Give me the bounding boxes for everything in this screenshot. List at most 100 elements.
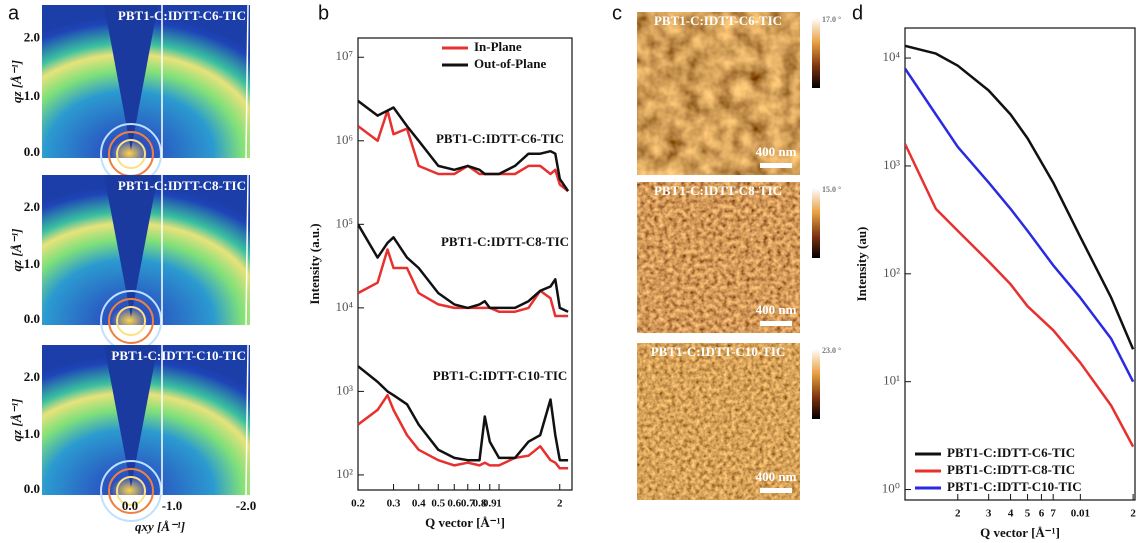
ring — [116, 139, 146, 169]
x-axis-label: qxy [Å⁻¹] — [135, 519, 185, 534]
x-axis-label: Q vector [Å⁻¹] — [425, 515, 505, 530]
y-axis-label: qz [Å⁻¹] — [9, 60, 24, 103]
x-tick-label: 3 — [986, 508, 992, 520]
x-tick-label: 0.5 — [431, 498, 445, 510]
detector-gap — [245, 174, 249, 326]
missing-wedge — [104, 175, 158, 317]
series-line — [905, 143, 1135, 448]
x-tick-label: 0.3 — [387, 498, 401, 510]
y-tick-label: 1.0 — [24, 256, 40, 271]
x-tick-label: 7 — [1050, 508, 1056, 520]
missing-wedge — [104, 5, 158, 150]
y-tick-label: 0.0 — [24, 481, 40, 496]
x-tick-label: 0.01 — [1071, 508, 1090, 520]
y-tick-label: 0.0 — [24, 144, 40, 159]
x-tick-label: 0.9 — [483, 498, 497, 510]
y-axis-label: qz [Å⁻¹] — [9, 399, 24, 442]
afm-image — [637, 12, 800, 175]
x-axis-label: Q vector [Å⁻¹] — [980, 525, 1060, 540]
detector-gap — [245, 344, 249, 496]
giwaxs-image: PBT1-C:IDTT-C10-TIC — [42, 344, 250, 522]
legend-label: In-Plane — [474, 39, 522, 54]
ring — [116, 476, 146, 506]
color-bar-label: 15.0 ° — [822, 185, 841, 194]
x-tick-label: 5 — [1025, 508, 1031, 520]
series-line — [905, 44, 1135, 350]
panel-label: a — [8, 2, 20, 24]
y-tick-label: 10² — [336, 466, 353, 481]
afm-image — [637, 343, 800, 500]
color-bar — [812, 18, 820, 88]
giwaxs-image: PBT1-C:IDTT-C8-TIC — [42, 174, 250, 352]
color-bar — [812, 349, 820, 419]
y-tick-label: 10⁴ — [882, 49, 900, 64]
series-line — [358, 99, 570, 192]
series-line — [358, 393, 569, 470]
ring — [116, 306, 146, 336]
y-axis-label: Intensity (a.u.) — [307, 223, 322, 304]
color-bar — [812, 188, 820, 258]
ring — [108, 468, 154, 514]
panel-label: b — [318, 2, 329, 24]
series-line — [358, 248, 569, 318]
x-tick-label: -2.0 — [236, 498, 257, 513]
image-title: PBT1-C:IDTT-C6-TIC — [118, 8, 246, 23]
afm-image — [637, 182, 800, 333]
plot-frame — [904, 27, 1136, 501]
scale-bar — [760, 163, 792, 168]
y-tick-label: 10³ — [883, 157, 900, 172]
scale-bar-label: 400 nm — [756, 302, 797, 317]
x-tick-label: 4 — [1008, 508, 1014, 520]
image-title: PBT1-C:IDTT-C8-TIC — [118, 178, 246, 193]
y-tick-label: 0.0 — [24, 311, 40, 326]
y-tick-label: 10⁴ — [335, 299, 353, 314]
legend-label: Out-of-Plane — [474, 56, 546, 71]
x-tick-label: 2 — [955, 508, 961, 520]
y-tick-label: 10⁵ — [335, 215, 353, 230]
annotation: PBT1-C:IDTT-C6-TIC — [436, 131, 564, 146]
panel-label: d — [852, 2, 863, 24]
ring — [108, 298, 154, 344]
x-tick-label: 2 — [1130, 508, 1136, 520]
detector-gap — [245, 4, 249, 159]
legend-label: PBT1-C:IDTT-C10-TIC — [947, 479, 1082, 494]
color-bar-label: 17.0 ° — [822, 15, 841, 24]
color-bar-label: 23.0 ° — [822, 346, 841, 355]
legend-label: PBT1-C:IDTT-C8-TIC — [947, 462, 1075, 477]
legend-label: PBT1-C:IDTT-C6-TIC — [947, 445, 1075, 460]
y-tick-label: 10⁰ — [882, 481, 900, 496]
y-tick-label: 10⁷ — [335, 48, 353, 63]
annotation: PBT1-C:IDTT-C10-TIC — [433, 368, 568, 383]
annotation: PBT1-C:IDTT-C8-TIC — [441, 234, 569, 249]
missing-wedge — [104, 345, 158, 487]
series-line — [358, 109, 569, 193]
giwaxs-image: PBT1-C:IDTT-C6-TIC — [42, 4, 250, 185]
image-title: PBT1-C:IDTT-C8-TIC — [654, 183, 782, 198]
x-tick-label: -1.0 — [162, 498, 183, 513]
y-tick-label: 2.0 — [24, 199, 40, 214]
y-tick-label: 1.0 — [24, 88, 40, 103]
x-tick-label: 2 — [557, 498, 563, 510]
scale-bar — [760, 488, 792, 493]
ring — [100, 460, 162, 522]
y-tick-label: 2.0 — [24, 30, 40, 45]
image-title: PBT1-C:IDTT-C10-TIC — [651, 344, 786, 359]
series-line — [358, 223, 569, 313]
y-tick-label: 10³ — [336, 382, 353, 397]
series-line — [905, 67, 1135, 383]
plot-frame — [357, 37, 573, 491]
x-tick-label: 6 — [1039, 508, 1045, 520]
x-tick-label: 1 — [496, 498, 502, 510]
series-line — [358, 365, 569, 462]
scale-bar — [760, 321, 792, 326]
scale-bar-label: 400 nm — [756, 144, 797, 159]
y-tick-label: 1.0 — [24, 426, 40, 441]
y-axis-label: Intensity (au) — [854, 227, 869, 302]
y-tick-label: 10² — [883, 265, 900, 280]
y-tick-label: 2.0 — [24, 369, 40, 384]
panel-label: c — [612, 2, 622, 24]
image-title: PBT1-C:IDTT-C6-TIC — [654, 13, 782, 28]
x-tick-label: 0.6 — [447, 498, 461, 510]
y-tick-label: 10¹ — [883, 373, 900, 388]
